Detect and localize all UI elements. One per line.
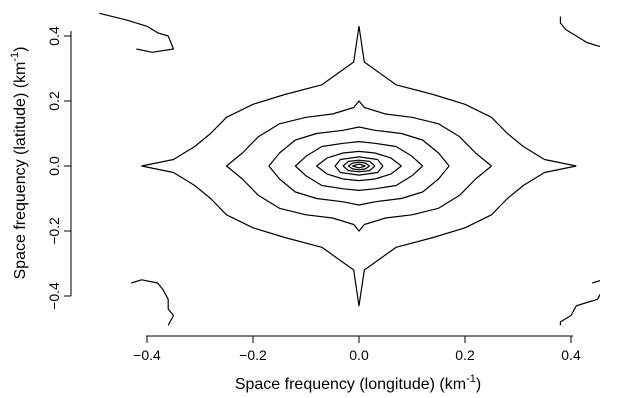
contour-line-level-8 bbox=[347, 161, 370, 171]
y-tick-label: 0.4 bbox=[46, 26, 62, 46]
contour-line-level-1 bbox=[99, 12, 175, 53]
contour-line-level-2 bbox=[225, 100, 492, 232]
contour-line-level-6 bbox=[334, 156, 384, 176]
x-tick-label: 0.2 bbox=[455, 347, 475, 363]
contour-line-level-5 bbox=[316, 150, 402, 182]
y-tick-label: 0.0 bbox=[46, 156, 62, 176]
y-tick-label: −0.2 bbox=[46, 217, 62, 245]
contour-line-level-9 bbox=[352, 163, 366, 169]
contour-line-level-1 bbox=[130, 279, 175, 326]
contour-line-level-7 bbox=[342, 159, 376, 173]
x-axis-title: Space frequency (longitude) (km-1) bbox=[235, 373, 481, 393]
contour-line-level-1 bbox=[559, 280, 600, 326]
y-tick-label: 0.2 bbox=[46, 91, 62, 111]
contour-line-level-1 bbox=[141, 25, 577, 307]
x-tick-label: 0.0 bbox=[349, 347, 369, 363]
y-axis-title: Space frequency (latitude) (km-1) bbox=[9, 47, 29, 280]
x-tick-label: −0.2 bbox=[239, 347, 267, 363]
y-tick-label: −0.4 bbox=[46, 282, 62, 310]
plot-area bbox=[99, 12, 600, 326]
contour-line-level-3 bbox=[268, 126, 450, 206]
x-axis: −0.4 −0.2 0.0 0.2 0.4 bbox=[133, 335, 581, 363]
x-tick-label: −0.4 bbox=[133, 347, 161, 363]
y-axis: −0.4 −0.2 0.0 0.2 0.4 bbox=[46, 26, 72, 310]
contour-line-level-4 bbox=[294, 141, 424, 191]
contour-line-level-1 bbox=[559, 16, 600, 48]
x-tick-label: 0.4 bbox=[561, 347, 581, 363]
